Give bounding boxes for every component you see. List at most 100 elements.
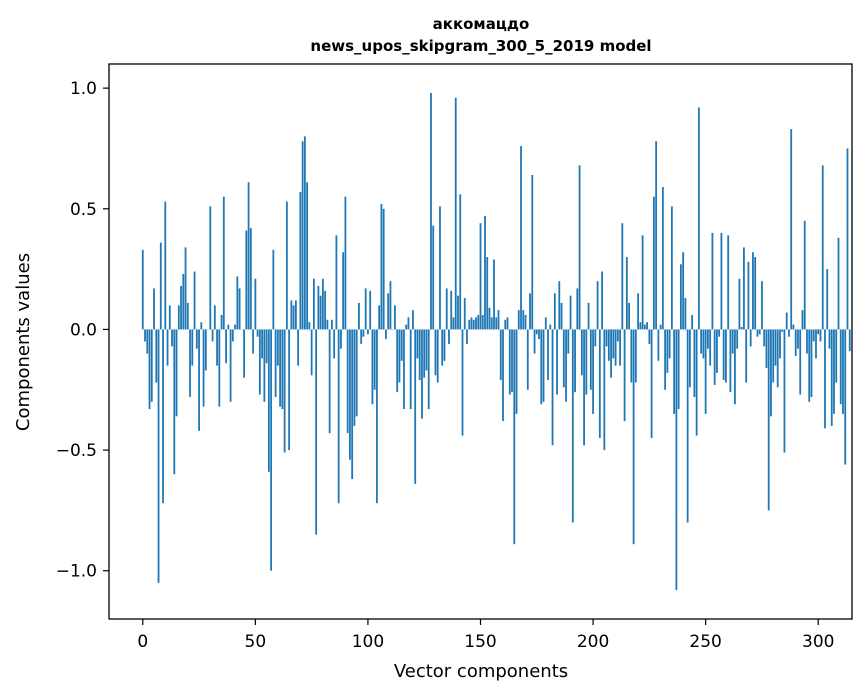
bar (398, 329, 401, 383)
bar (765, 329, 768, 369)
bar (524, 314, 527, 330)
bar (209, 206, 212, 330)
bar (202, 329, 205, 407)
bar (499, 329, 502, 381)
bar (290, 300, 293, 330)
bar (643, 324, 646, 330)
bar (720, 232, 723, 330)
bar (698, 107, 700, 330)
bar (198, 329, 200, 431)
bar (743, 247, 745, 330)
bar (623, 329, 626, 422)
bar (159, 242, 162, 330)
bar (520, 146, 522, 330)
bar (808, 329, 811, 402)
bar (828, 329, 831, 349)
bar (380, 203, 383, 330)
bar (788, 329, 790, 337)
bar (479, 223, 482, 330)
bar (745, 329, 748, 383)
bar (371, 329, 374, 405)
bar (810, 329, 813, 397)
bar (157, 329, 160, 583)
bar (301, 141, 304, 330)
bar (774, 329, 777, 366)
bar (461, 329, 464, 436)
bar (727, 235, 730, 330)
bar (168, 305, 171, 330)
bar (497, 310, 500, 330)
bar (648, 329, 651, 344)
bar (211, 329, 214, 342)
bar (709, 329, 712, 366)
bar (445, 288, 448, 330)
y-tick-label: 0.5 (70, 200, 97, 220)
bar (707, 329, 709, 349)
bar (405, 324, 408, 330)
bar (220, 314, 223, 330)
bar (409, 329, 412, 410)
bar (263, 329, 266, 402)
bar (688, 329, 691, 388)
bar (238, 288, 241, 330)
bar (367, 329, 369, 335)
bar (326, 319, 329, 330)
x-axis: 0 50 100 150 200 250 300 (137, 619, 834, 652)
bar (400, 329, 403, 361)
bar (794, 329, 797, 356)
x-axis-label: Vector components (394, 661, 568, 682)
bar (585, 329, 588, 395)
bar (506, 317, 509, 330)
bar (605, 329, 608, 347)
bar (434, 329, 437, 376)
bar (276, 329, 279, 366)
bar (781, 329, 784, 332)
bar (204, 329, 207, 371)
bar (382, 208, 385, 330)
bar (285, 201, 288, 330)
bar (761, 281, 763, 330)
bar (691, 314, 694, 330)
bar (740, 327, 743, 330)
y-axis-label: Components values (13, 253, 34, 431)
bar (340, 329, 342, 349)
bar (310, 329, 313, 376)
bar (639, 322, 642, 330)
bar (553, 293, 556, 330)
bar (213, 305, 216, 330)
bar (448, 329, 450, 344)
bar (533, 329, 536, 354)
bar (162, 329, 164, 504)
bar (274, 329, 277, 397)
bar (457, 295, 459, 330)
bar (716, 329, 718, 373)
bar (596, 281, 599, 330)
bar (779, 329, 781, 359)
bar (792, 324, 795, 330)
bar (229, 329, 232, 402)
bar (472, 319, 475, 330)
bar (193, 271, 196, 330)
bar (321, 278, 324, 330)
bar (349, 329, 351, 460)
bar (655, 141, 658, 330)
bar (587, 302, 590, 330)
bar (360, 329, 363, 344)
bar (594, 329, 597, 347)
bar (817, 329, 820, 335)
bar (549, 324, 552, 330)
bar (267, 329, 270, 472)
bar (292, 305, 295, 330)
bar (517, 310, 520, 330)
bar (236, 276, 239, 330)
bar-series (141, 92, 851, 591)
bar (231, 329, 234, 342)
bar (657, 329, 660, 361)
bar (693, 329, 696, 397)
bar (754, 257, 757, 330)
bar (164, 201, 167, 330)
bar (421, 329, 423, 419)
bar (495, 317, 498, 330)
bar (551, 329, 554, 446)
bar (610, 329, 612, 378)
